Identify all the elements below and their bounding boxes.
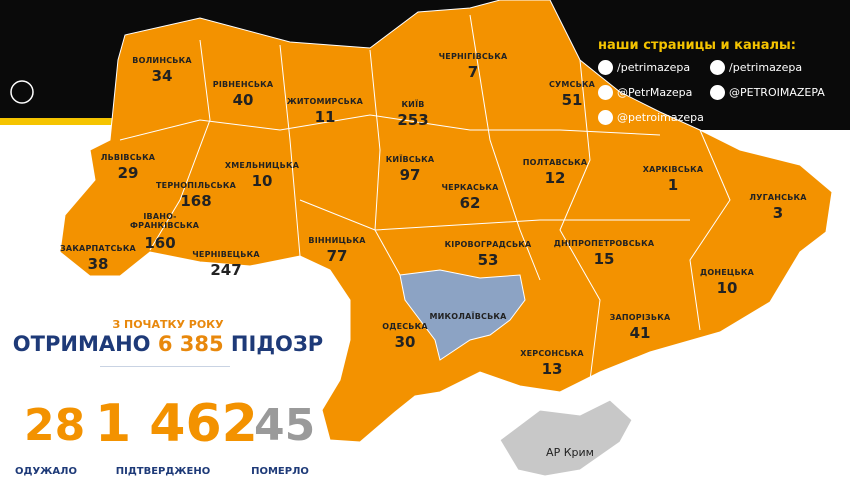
region-value: 11 — [314, 108, 336, 126]
mykolaiv-region — [399, 269, 526, 361]
social-icon — [598, 110, 613, 125]
died-value: 45 — [254, 400, 316, 451]
region-value: 1 — [667, 176, 679, 194]
link-text: @petroimazepa — [617, 111, 704, 124]
region-name: КИЇВСЬКА — [385, 155, 435, 164]
region-name: ТЕРНОПІЛЬСЬКА — [156, 181, 236, 190]
link-text: /petrimazepa — [729, 61, 803, 74]
social-icon — [710, 60, 725, 75]
region-value: 10 — [251, 172, 273, 190]
region-value: 51 — [561, 91, 583, 109]
region-name: ДНІПРОПЕТРОВСЬКА — [553, 239, 655, 248]
region-value: 40 — [232, 91, 254, 109]
region-name: ЗАКАРПАТСЬКА — [60, 244, 136, 253]
social-link[interactable]: /petrimazepa — [710, 60, 802, 75]
social-link[interactable]: @PetrMazepa — [598, 85, 692, 100]
region-name: ОДЕСЬКА — [382, 322, 428, 331]
region-name: ДОНЕЦЬКА — [700, 268, 754, 277]
region-value: 247 — [210, 261, 242, 279]
region-value: 97 — [399, 166, 421, 184]
region-value: 30 — [394, 333, 416, 351]
social-link[interactable]: @PETROIMAZEPA — [710, 85, 825, 100]
died-label: ПОМЕРЛО — [251, 466, 309, 477]
social-icon — [598, 85, 613, 100]
social-link[interactable]: @petroimazepa — [598, 110, 704, 125]
divider — [100, 366, 230, 367]
region-name: ЧЕРНІГІВСЬКА — [438, 52, 508, 61]
region-name: ІВАНО-ФРАНКІВСЬКА — [130, 212, 200, 230]
count: 6 385 — [157, 332, 224, 356]
received: ОТРИМАНО — [12, 332, 151, 356]
ukraine — [59, 0, 833, 443]
region-name: ВОЛИНСЬКА — [132, 56, 192, 65]
region-name: МИКОЛАЇВСЬКА — [429, 312, 507, 321]
crimea-label: АР Крим — [546, 446, 594, 459]
region-value: 13 — [541, 360, 563, 378]
region-value: 77 — [326, 247, 348, 265]
social-link[interactable]: /petrimazepa — [598, 60, 690, 75]
subtitle: З ПОЧАТКУ РОКУ — [112, 318, 224, 331]
region-name: ЗАПОРІЗЬКА — [609, 313, 671, 322]
social-icon — [598, 60, 613, 75]
region-name: ХАРКІВСЬКА — [642, 165, 704, 174]
region-name: РІВНЕНСЬКА — [212, 80, 274, 89]
borders — [119, 14, 731, 381]
region-name: ЖИТОМИРСЬКА — [286, 97, 364, 106]
region-value: 34 — [151, 67, 173, 85]
link-text: @PetrMazepa — [617, 86, 693, 99]
region-name: КИЇВ — [401, 100, 425, 109]
region-value: 12 — [544, 169, 566, 187]
social-icon — [710, 85, 725, 100]
confirmed-value: 1 462 — [95, 394, 258, 454]
region-value: 160 — [144, 234, 176, 252]
link-text: /petrimazepa — [617, 61, 691, 74]
link-text: @PETROIMAZEPA — [729, 86, 825, 99]
region-value: 10 — [716, 279, 738, 297]
suspicions: ПІДОЗР — [230, 332, 324, 356]
region-name: ЧЕРНІВЕЦЬКА — [192, 250, 260, 259]
recovered-label: ОДУЖАЛО — [15, 466, 77, 477]
region-name: КІРОВОГРАДСЬКА — [444, 240, 532, 249]
crimea — [499, 399, 633, 477]
region-value: 41 — [629, 324, 651, 342]
region-name: ПОЛТАВСЬКА — [522, 158, 588, 167]
recovered-value: 28 — [24, 400, 86, 451]
region-name: СУМСЬКА — [548, 80, 596, 89]
headline: ОТРИМАНО 6 385 ПІДОЗР — [13, 332, 323, 356]
social-links: наши страницы и каналы: /petrimazepa/pet… — [598, 38, 825, 125]
region-name: ВІННИЦЬКА — [308, 236, 366, 245]
region-value: 253 — [397, 111, 429, 129]
region-name: ЛЬВІВСЬКА — [100, 153, 156, 162]
region-value: 62 — [459, 194, 481, 212]
confirmed-label: ПІДТВЕРДЖЕНО — [115, 466, 211, 477]
region-value: 29 — [117, 164, 139, 182]
logo — [10, 80, 34, 104]
region-value: 7 — [467, 63, 479, 81]
region-value: 15 — [593, 250, 615, 268]
region-value: 38 — [87, 255, 109, 273]
region-name: ХМЕЛЬНИЦЬКА — [224, 161, 300, 170]
region-name: ХЕРСОНСЬКА — [520, 349, 584, 358]
channels-title: наши страницы и каналы: — [598, 38, 796, 53]
region-name: ЛУГАНСЬКА — [749, 193, 807, 202]
region-value: 3 — [772, 204, 784, 222]
region-value: 168 — [180, 192, 212, 210]
region-name: ЧЕРКАСЬКА — [441, 183, 499, 192]
region-value: 53 — [477, 251, 499, 269]
